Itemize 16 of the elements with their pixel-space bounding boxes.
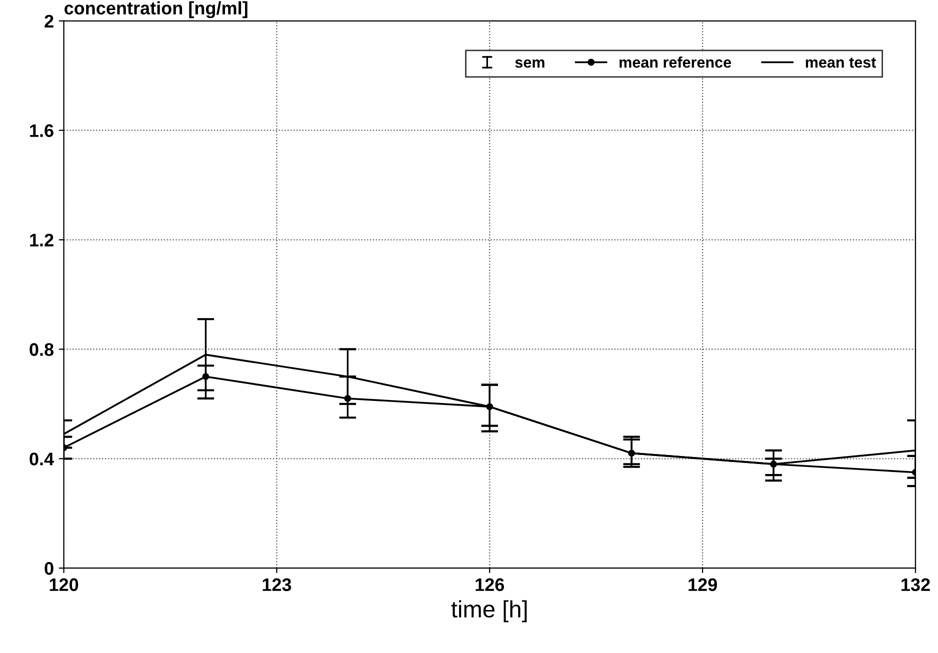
- y-tick-label: 1.2: [30, 234, 54, 246]
- x-tick-label: 126: [476, 578, 504, 592]
- y-tick-label: 0.8: [30, 343, 54, 356]
- x-tick-label: 129: [688, 578, 717, 592]
- y-tick-label: 1.6: [30, 124, 54, 138]
- y-tick-label: 2: [44, 14, 54, 28]
- annotation: sem: [515, 59, 544, 68]
- x-axis-title: time [h]: [451, 600, 527, 622]
- y-tick-label: 0.4: [30, 452, 54, 466]
- x-tick-label: 120: [50, 578, 78, 592]
- y-axis-title: concentration [ng/ml]: [64, 1, 248, 18]
- x-tick-label: 123: [262, 578, 292, 592]
- x-tick-label: 132: [902, 578, 930, 592]
- legend-label: mean test: [806, 58, 876, 68]
- y-tick-label: 0: [44, 562, 54, 575]
- legend-label: mean reference: [620, 56, 732, 68]
